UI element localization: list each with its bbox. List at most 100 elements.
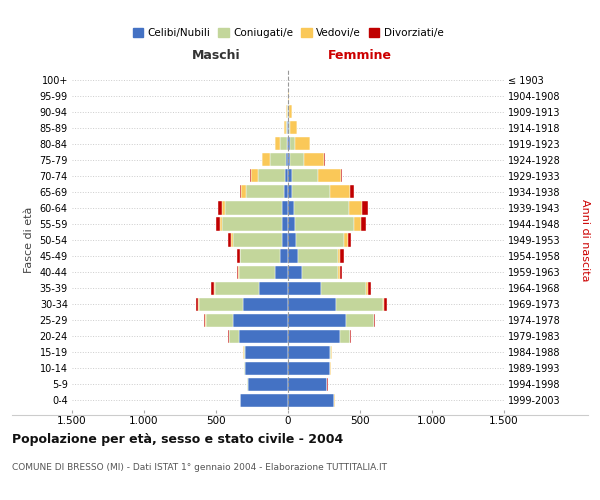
Bar bbox=[288, 218, 295, 230]
Bar bbox=[289, 105, 292, 118]
Bar bbox=[258, 170, 285, 182]
Bar bbox=[204, 314, 205, 327]
Bar bbox=[229, 330, 239, 343]
Bar bbox=[288, 330, 340, 343]
Bar bbox=[240, 186, 241, 198]
Bar bbox=[288, 346, 330, 359]
Bar bbox=[280, 250, 288, 262]
Bar bbox=[237, 266, 238, 278]
Bar bbox=[215, 282, 259, 294]
Bar bbox=[282, 218, 288, 230]
Bar bbox=[288, 394, 334, 407]
Bar bbox=[292, 170, 318, 182]
Bar bbox=[288, 314, 346, 327]
Bar bbox=[335, 298, 383, 310]
Bar bbox=[374, 314, 376, 327]
Text: Maschi: Maschi bbox=[191, 49, 241, 62]
Bar bbox=[288, 170, 292, 182]
Bar bbox=[288, 298, 335, 310]
Bar bbox=[211, 282, 214, 294]
Bar bbox=[244, 346, 245, 359]
Bar bbox=[233, 314, 288, 327]
Bar bbox=[226, 202, 281, 214]
Bar bbox=[245, 186, 284, 198]
Bar bbox=[318, 170, 341, 182]
Bar bbox=[288, 378, 327, 391]
Bar bbox=[295, 202, 349, 214]
Bar bbox=[368, 282, 371, 294]
Bar bbox=[298, 250, 338, 262]
Bar bbox=[349, 202, 362, 214]
Bar bbox=[289, 121, 290, 134]
Bar bbox=[361, 218, 366, 230]
Bar bbox=[362, 202, 368, 214]
Bar bbox=[287, 121, 288, 134]
Bar bbox=[304, 153, 324, 166]
Bar bbox=[330, 346, 331, 359]
Text: Popolazione per età, sesso e stato civile - 2004: Popolazione per età, sesso e stato civil… bbox=[12, 432, 343, 446]
Bar bbox=[288, 362, 330, 375]
Bar bbox=[275, 137, 280, 150]
Bar bbox=[290, 121, 297, 134]
Bar bbox=[330, 186, 350, 198]
Bar bbox=[284, 121, 286, 134]
Bar bbox=[281, 234, 288, 246]
Bar bbox=[281, 202, 288, 214]
Bar bbox=[239, 330, 288, 343]
Bar bbox=[344, 234, 348, 246]
Bar bbox=[285, 170, 288, 182]
Bar bbox=[295, 218, 354, 230]
Bar bbox=[251, 170, 258, 182]
Bar bbox=[286, 153, 288, 166]
Bar bbox=[218, 202, 222, 214]
Bar bbox=[288, 186, 292, 198]
Bar bbox=[241, 186, 245, 198]
Bar bbox=[262, 153, 270, 166]
Bar bbox=[196, 298, 198, 310]
Bar bbox=[290, 137, 295, 150]
Bar bbox=[288, 89, 289, 102]
Bar bbox=[350, 186, 353, 198]
Y-axis label: Fasce di età: Fasce di età bbox=[24, 207, 34, 273]
Bar bbox=[338, 250, 340, 262]
Bar bbox=[287, 137, 288, 150]
Bar bbox=[206, 314, 233, 327]
Bar bbox=[341, 170, 343, 182]
Bar bbox=[288, 153, 290, 166]
Bar bbox=[270, 153, 286, 166]
Bar bbox=[338, 266, 340, 278]
Bar bbox=[340, 250, 344, 262]
Bar bbox=[259, 282, 288, 294]
Bar bbox=[288, 121, 289, 134]
Bar bbox=[275, 266, 288, 278]
Bar bbox=[239, 266, 275, 278]
Bar bbox=[284, 186, 288, 198]
Bar bbox=[199, 298, 244, 310]
Bar bbox=[354, 218, 361, 230]
Bar bbox=[286, 121, 287, 134]
Bar bbox=[217, 218, 220, 230]
Bar bbox=[290, 153, 304, 166]
Bar bbox=[321, 282, 367, 294]
Bar bbox=[348, 234, 352, 246]
Text: Femmine: Femmine bbox=[328, 49, 392, 62]
Legend: Celibi/Nubili, Coniugati/e, Vedovi/e, Divorziati/e: Celibi/Nubili, Coniugati/e, Vedovi/e, Di… bbox=[128, 24, 448, 42]
Bar bbox=[248, 378, 288, 391]
Bar bbox=[222, 218, 282, 230]
Bar bbox=[238, 250, 240, 262]
Bar bbox=[288, 250, 298, 262]
Bar bbox=[244, 298, 288, 310]
Bar bbox=[220, 218, 222, 230]
Bar bbox=[296, 234, 344, 246]
Bar bbox=[245, 362, 288, 375]
Bar bbox=[288, 202, 295, 214]
Bar bbox=[367, 282, 368, 294]
Bar bbox=[280, 137, 287, 150]
Bar bbox=[302, 266, 338, 278]
Bar bbox=[232, 234, 233, 246]
Bar bbox=[228, 234, 232, 246]
Bar bbox=[288, 234, 296, 246]
Y-axis label: Anni di nascita: Anni di nascita bbox=[580, 198, 590, 281]
Bar bbox=[241, 250, 280, 262]
Bar bbox=[288, 137, 290, 150]
